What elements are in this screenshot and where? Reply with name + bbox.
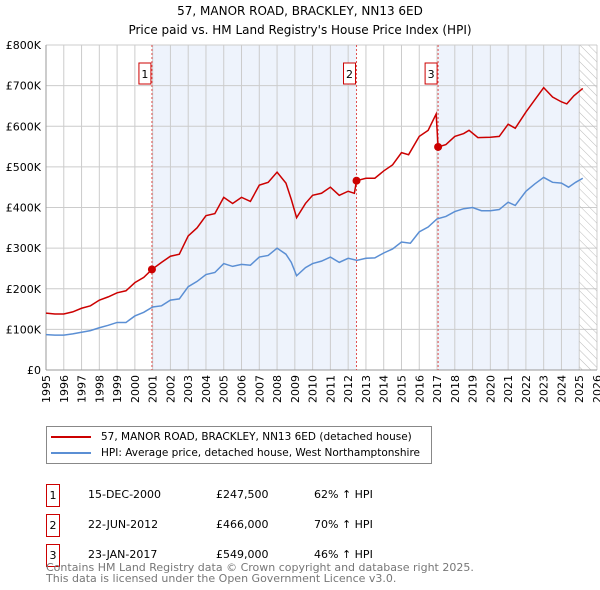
chart-subtitle: Price paid vs. HM Land Registry's House …: [128, 23, 471, 37]
y-tick-label: £400K: [6, 202, 42, 215]
x-tick-label: 2020: [484, 375, 497, 403]
sale-label: 1: [141, 68, 148, 81]
x-tick-label: 2000: [129, 375, 142, 403]
x-tick-label: 1995: [40, 375, 53, 403]
x-tick-label: 2003: [182, 375, 195, 403]
sale-label: 2: [346, 68, 353, 81]
sale-label-box: [343, 62, 357, 85]
sale-price: £549,000: [216, 548, 269, 561]
x-tick-label: 1999: [111, 375, 124, 403]
x-tick-label: 2010: [307, 375, 320, 403]
x-tick-label: 2015: [395, 375, 408, 403]
chart-title: 57, MANOR ROAD, BRACKLEY, NN13 6ED: [177, 4, 423, 18]
x-tick-label: 2002: [164, 375, 177, 403]
x-tick-label: 2006: [236, 375, 249, 403]
footer-line: This data is licensed under the Open Gov…: [46, 572, 397, 585]
y-tick-label: £700K: [6, 80, 42, 93]
x-tick-label: 1996: [58, 375, 71, 403]
y-tick-label: £100K: [6, 323, 42, 336]
sale-date: 15-DEC-2000: [88, 488, 162, 501]
sale-price: £466,000: [216, 518, 269, 531]
x-tick-label: 2018: [449, 375, 462, 403]
x-tick-label: 2011: [324, 375, 337, 403]
sale-point: [147, 265, 156, 274]
sale-hpi-change: 46% ↑ HPI: [314, 548, 373, 561]
x-tick-label: 2019: [467, 375, 480, 403]
legend-label: HPI: Average price, detached house, West…: [101, 447, 420, 459]
legend-item-property: 57, MANOR ROAD, BRACKLEY, NN13 6ED (deta…: [51, 429, 412, 445]
x-tick-label: 2005: [218, 375, 231, 403]
x-tick-label: 2009: [289, 375, 302, 403]
y-tick-label: £300K: [6, 242, 42, 255]
x-tick-label: 2023: [538, 375, 551, 403]
legend-label: 57, MANOR ROAD, BRACKLEY, NN13 6ED (deta…: [101, 431, 412, 443]
y-tick-label: £800K: [6, 39, 42, 52]
x-tick-label: 2012: [342, 375, 355, 403]
y-tick-label: £600K: [6, 120, 42, 133]
sale-date: 23-JAN-2017: [88, 548, 158, 561]
price-chart: 57, MANOR ROAD, BRACKLEY, NN13 6ED Price…: [6, 4, 600, 403]
x-tick-label: 2004: [200, 375, 213, 403]
sale-point: [434, 142, 443, 151]
y-tick-label: £500K: [6, 161, 42, 174]
x-tick-label: 2013: [360, 375, 373, 403]
x-tick-label: 2025: [573, 375, 586, 403]
sale-label-box: [424, 62, 438, 85]
sale-label-box: [138, 62, 152, 85]
sale-number: 3: [46, 544, 60, 567]
x-tick-label: 2008: [271, 375, 284, 403]
property-price-line: [45, 86, 584, 315]
legend: 57, MANOR ROAD, BRACKLEY, NN13 6ED (deta…: [46, 426, 432, 464]
x-tick-label: 1998: [93, 375, 106, 403]
x-tick-label: 2021: [502, 375, 515, 403]
sale-point: [352, 176, 361, 185]
x-tick-label: 2014: [378, 375, 391, 403]
y-tick-label: £0: [27, 364, 41, 377]
forecast-hatch: [579, 45, 597, 370]
footer: Contains HM Land Registry data © Crown c…: [46, 562, 474, 584]
x-tick-label: 2016: [413, 375, 426, 403]
footer-line: Contains HM Land Registry data © Crown c…: [46, 561, 474, 574]
legend-item-hpi: HPI: Average price, detached house, West…: [51, 445, 420, 461]
sale-number: 1: [46, 484, 60, 507]
x-tick-label: 2024: [555, 375, 568, 403]
sale-number: 2: [46, 514, 60, 537]
x-tick-label: 2017: [431, 375, 444, 403]
x-tick-label: 1997: [76, 375, 89, 403]
x-tick-label: 2026: [591, 375, 600, 403]
hpi-line: [45, 176, 584, 336]
sale-label: 3: [428, 68, 435, 81]
x-tick-label: 2007: [253, 375, 266, 403]
sale-date: 22-JUN-2012: [88, 518, 159, 531]
y-tick-label: £200K: [6, 283, 42, 296]
x-tick-label: 2001: [147, 375, 160, 403]
sale-hpi-change: 70% ↑ HPI: [314, 518, 373, 531]
sale-price: £247,500: [216, 488, 269, 501]
x-tick-label: 2022: [520, 375, 533, 403]
sale-hpi-change: 62% ↑ HPI: [314, 488, 373, 501]
